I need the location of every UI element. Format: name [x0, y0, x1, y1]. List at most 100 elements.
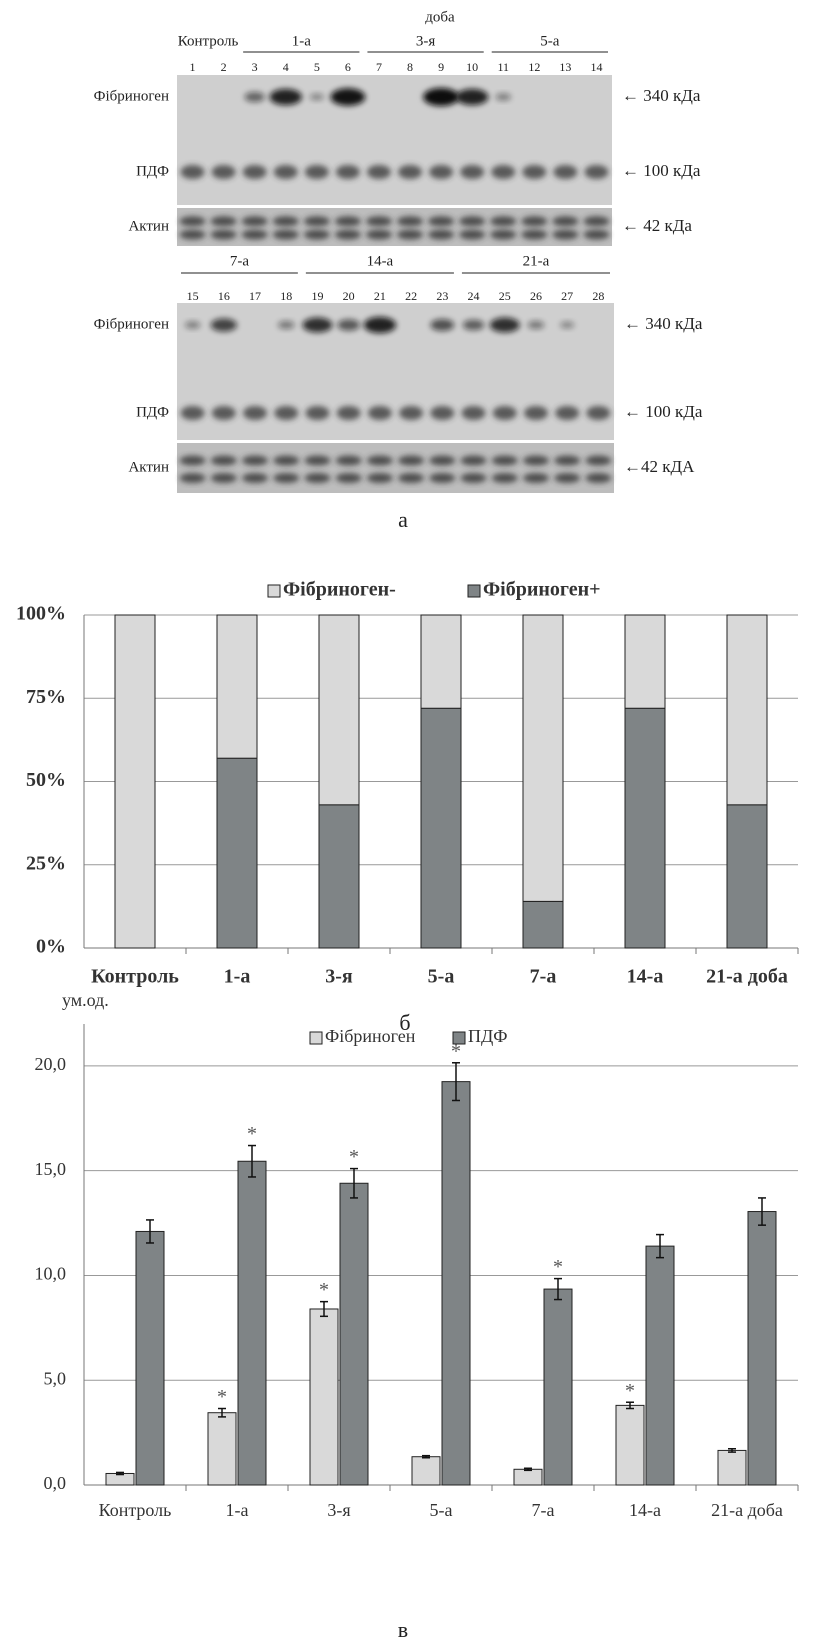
band-label: ПДФ: [136, 404, 169, 420]
y-tick-label: 100%: [16, 603, 66, 625]
actin-band: [552, 216, 578, 226]
actin-band: [273, 473, 299, 483]
bar: [718, 1450, 746, 1485]
y-tick-label: 0%: [36, 936, 66, 958]
significance-mark: *: [349, 1146, 359, 1168]
pdf-band: [584, 165, 608, 179]
lane-number: 10: [466, 60, 478, 74]
pdf-band: [368, 406, 392, 420]
bar-segment: [421, 708, 461, 948]
bar-segment: [421, 615, 461, 708]
band-label: Актин: [128, 218, 169, 234]
bar: [412, 1457, 440, 1485]
actin-band: [366, 216, 392, 226]
legend-swatch: [310, 1032, 322, 1044]
fibrinogen-band: [185, 321, 201, 329]
bar: [544, 1289, 572, 1485]
legend-label: Фібриноген-: [283, 579, 396, 601]
fibrinogen-band: [364, 317, 396, 333]
actin-band: [583, 216, 609, 226]
group-label: 21-а: [523, 253, 550, 269]
group-label: 1-а: [292, 33, 311, 49]
fibrinogen-band: [302, 318, 332, 333]
legend-swatch: [268, 585, 280, 597]
bar-segment: [115, 615, 155, 948]
bar: [748, 1212, 776, 1485]
bar: [310, 1309, 338, 1485]
bar: [208, 1413, 236, 1485]
bar-segment: [319, 615, 359, 805]
actin-band: [521, 230, 547, 240]
group-label: 7-а: [230, 253, 249, 269]
x-tick-label: 7-а: [532, 1500, 555, 1520]
lane-number: 22: [405, 289, 417, 303]
fibrinogen-band: [560, 321, 574, 328]
lane-number: 1: [190, 60, 196, 74]
pdf-band: [305, 165, 329, 179]
y-axis-label: ум.од.: [62, 990, 109, 1010]
pdf-band: [212, 406, 236, 420]
y-tick-label: 50%: [26, 769, 66, 791]
actin-band: [459, 230, 485, 240]
blot-actin: [177, 208, 612, 246]
lane-number: 26: [530, 289, 542, 303]
actin-band: [428, 216, 454, 226]
lane-number: 20: [343, 289, 355, 303]
bar-segment: [523, 901, 563, 948]
pdf-band: [493, 406, 517, 420]
actin-band: [459, 216, 485, 226]
significance-mark: *: [319, 1279, 329, 1301]
size-label: ← 340 кДа: [622, 86, 701, 105]
size-label: ← 340 кДа: [624, 314, 703, 333]
actin-band: [554, 456, 580, 466]
pdf-band: [524, 406, 548, 420]
band-label: ПДФ: [136, 163, 169, 179]
x-tick-label: 14-а: [627, 966, 664, 988]
lane-number: 12: [528, 60, 540, 74]
pdf-band: [430, 406, 454, 420]
actin-band: [335, 216, 361, 226]
actin-band: [211, 473, 237, 483]
lane-number: 18: [280, 289, 292, 303]
pdf-band: [462, 406, 486, 420]
actin-band: [521, 216, 547, 226]
fibrinogen-band: [423, 88, 459, 106]
lane-number: 17: [249, 289, 261, 303]
pdf-band: [212, 165, 236, 179]
fibrinogen-band: [490, 318, 520, 333]
pdf-band: [367, 165, 391, 179]
x-tick-label: 21-а доба: [706, 966, 788, 988]
actin-band: [273, 230, 299, 240]
caption: а: [398, 507, 408, 532]
lane-number: 15: [187, 289, 199, 303]
band-label: Фібриноген: [94, 88, 169, 104]
fibrinogen-band: [337, 319, 360, 330]
y-tick-label: 15,0: [35, 1159, 67, 1179]
lane-number: 8: [407, 60, 413, 74]
actin-band: [523, 473, 549, 483]
bar: [442, 1082, 470, 1485]
bar: [646, 1246, 674, 1485]
lane-number: 27: [561, 289, 573, 303]
x-tick-label: 5-а: [428, 966, 455, 988]
x-tick-label: 3-я: [327, 1500, 350, 1520]
actin-band: [367, 456, 393, 466]
actin-band: [211, 216, 237, 226]
day-label: доба: [425, 9, 455, 25]
actin-band: [242, 456, 268, 466]
actin-band: [398, 456, 424, 466]
blot-main: [177, 75, 612, 205]
actin-band: [490, 230, 516, 240]
size-label: ← 100 кДа: [624, 402, 703, 421]
actin-band: [523, 456, 549, 466]
fibrinogen-band: [495, 93, 511, 101]
pdf-band: [555, 406, 579, 420]
y-tick-label: 10,0: [35, 1264, 67, 1284]
legend-swatch: [468, 585, 480, 597]
x-tick-label: Контроль: [99, 1500, 172, 1520]
group-label: Контроль: [178, 33, 239, 49]
lane-number: 3: [252, 60, 258, 74]
lane-number: 2: [221, 60, 227, 74]
bar-segment: [523, 615, 563, 901]
x-tick-label: 1-а: [226, 1500, 249, 1520]
